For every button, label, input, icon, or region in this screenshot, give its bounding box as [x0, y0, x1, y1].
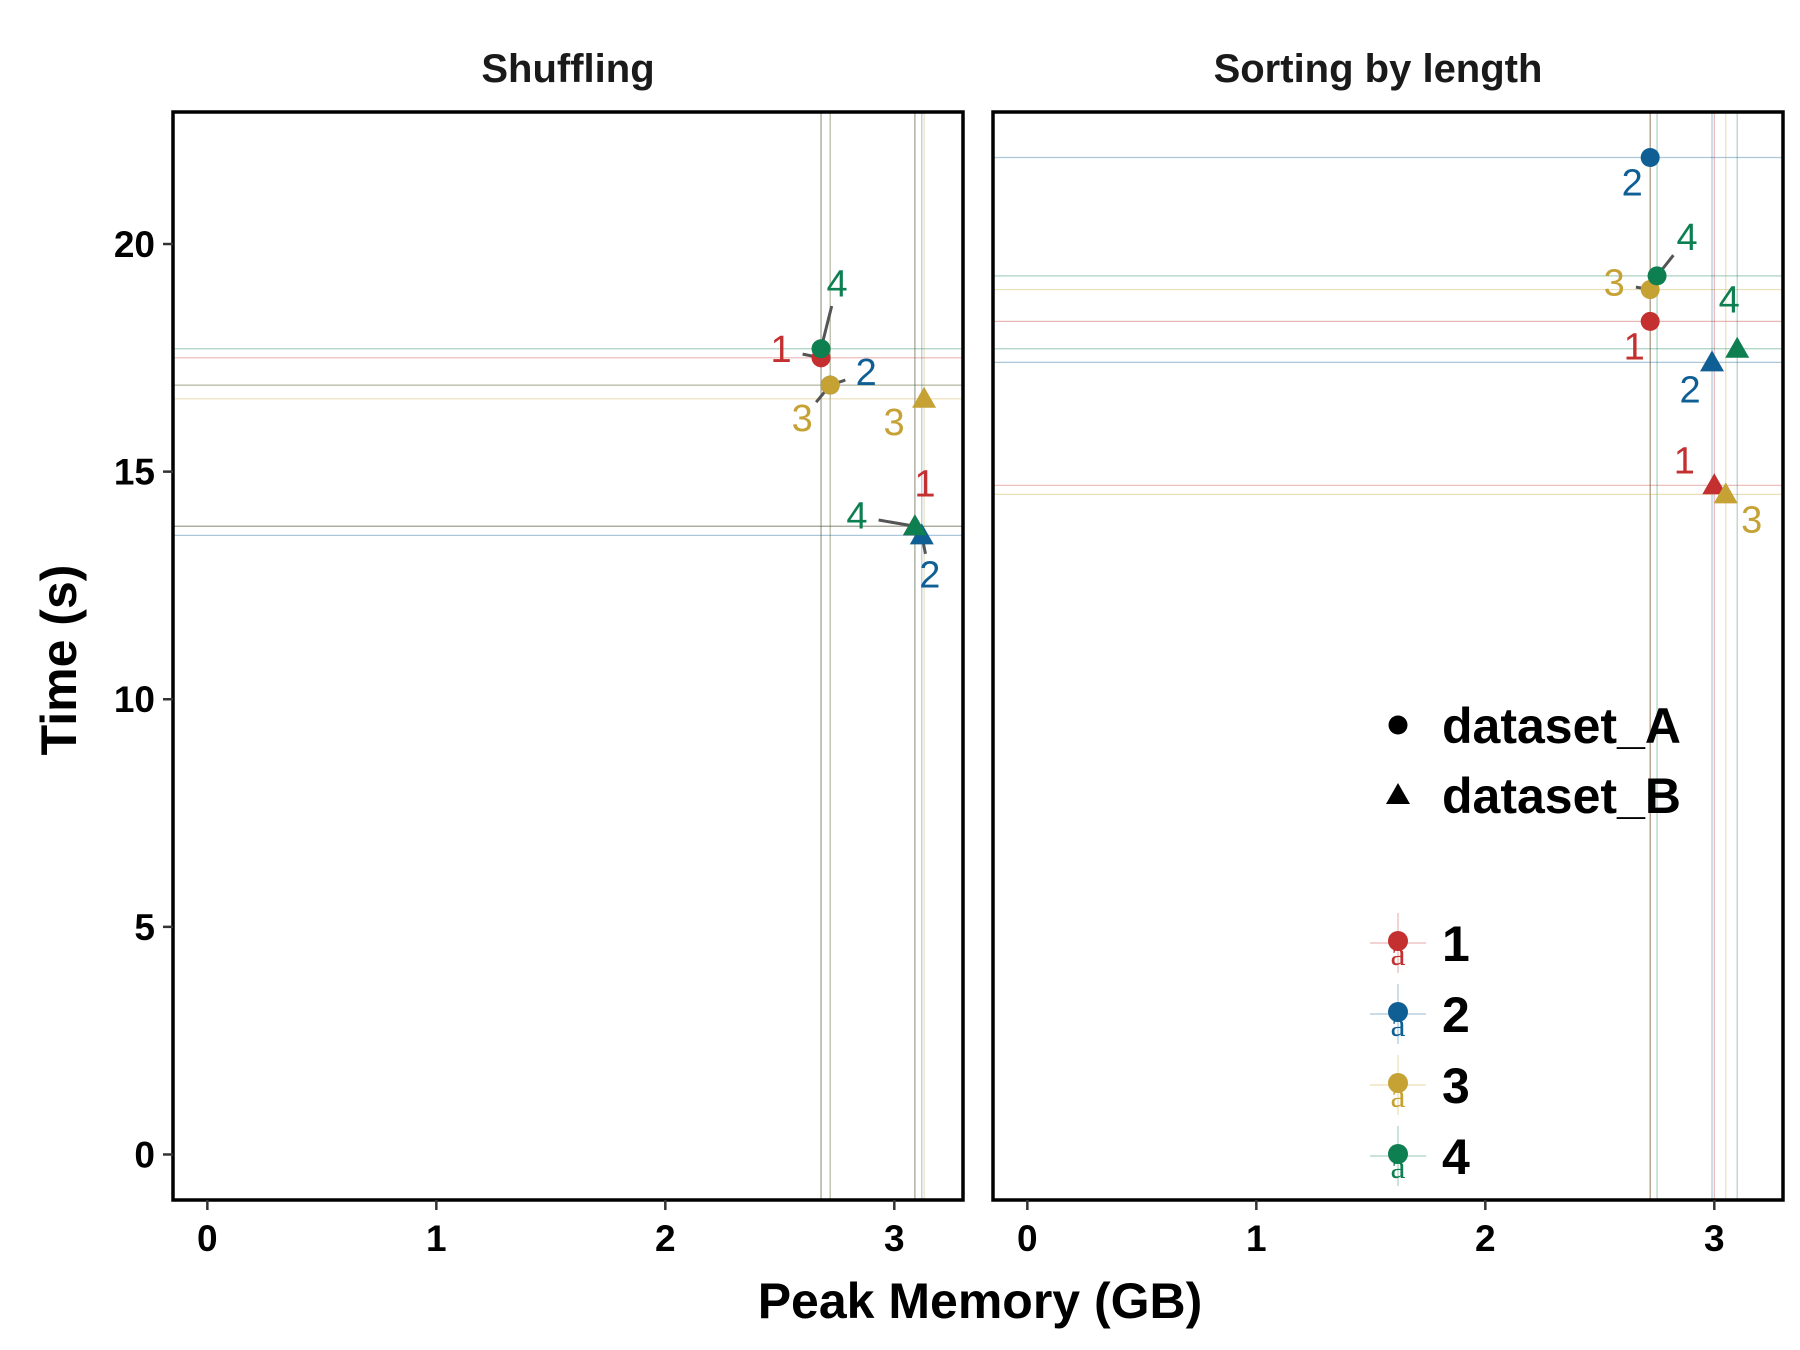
facet-title: Shuffling	[481, 47, 654, 91]
legend-triangle-icon	[1386, 783, 1410, 804]
point-triangle	[1702, 473, 1727, 495]
point-label: 3	[1741, 499, 1762, 541]
legend-key-glyph: a	[1390, 1007, 1405, 1044]
y-tick-label: 10	[114, 679, 155, 720]
legend-circle-icon	[1388, 715, 1408, 735]
legend-key-glyph: a	[1390, 936, 1405, 973]
legend-key-point	[1388, 931, 1408, 951]
point-label: 2	[856, 352, 877, 394]
panel-border	[991, 110, 1785, 1202]
x-tick-label: 1	[426, 1218, 447, 1259]
point-label: 1	[770, 329, 791, 371]
x-tick-label: 2	[655, 1218, 676, 1259]
point-label: 4	[1719, 280, 1740, 322]
point-triangle	[1725, 336, 1750, 358]
point-circle	[811, 339, 831, 359]
point-label: 3	[1604, 263, 1625, 305]
x-axis-title: Peak Memory (GB)	[758, 1273, 1203, 1329]
reference-lines	[173, 112, 963, 1200]
point-label: 1	[914, 463, 935, 505]
y-axis-title: Time (s)	[31, 565, 87, 756]
y-tick-label: 15	[114, 452, 155, 493]
point-label: 3	[792, 398, 813, 440]
point-circle	[1647, 266, 1667, 286]
point-label: 1	[1674, 440, 1695, 482]
point-circle	[1640, 311, 1660, 331]
legend-label: dataset_B	[1442, 768, 1681, 824]
y-tick-label: 20	[114, 224, 155, 265]
legend-label: dataset_A	[1442, 698, 1681, 754]
point-label: 1	[1624, 326, 1645, 368]
legend-label: 4	[1442, 1129, 1470, 1185]
panel-border	[171, 110, 965, 1202]
legend-item-dataset_A: dataset_A	[1388, 698, 1681, 754]
legend-key-point	[1388, 1073, 1408, 1093]
point-label: 4	[1676, 217, 1697, 259]
point-label: 2	[1679, 369, 1700, 411]
x-tick-label: 0	[197, 1218, 218, 1259]
facet-title: Sorting by length	[1214, 47, 1543, 91]
point-triangle	[1713, 482, 1738, 504]
x-tick-label: 3	[884, 1218, 905, 1259]
point-circle	[820, 375, 840, 395]
point-label: 4	[826, 264, 847, 306]
legend-item-dataset_B: dataset_B	[1386, 768, 1681, 824]
x-tick-label: 0	[1017, 1218, 1038, 1259]
point-label: 2	[1622, 163, 1643, 205]
legend-label: 1	[1442, 916, 1470, 972]
y-tick-label: 5	[134, 907, 155, 948]
legend-label: 3	[1442, 1058, 1470, 1114]
point-label: 3	[884, 402, 905, 444]
legend-key-point	[1388, 1144, 1408, 1164]
legend-key-glyph: a	[1390, 1149, 1405, 1186]
point-triangle	[902, 514, 927, 536]
point-circle	[1640, 148, 1660, 168]
x-tick-label: 1	[1246, 1218, 1267, 1259]
legend-label: 2	[1442, 987, 1470, 1043]
point-triangle	[912, 386, 937, 408]
point-label: 4	[846, 495, 867, 537]
legend-key-glyph: a	[1390, 1078, 1405, 1115]
y-tick-label: 0	[134, 1134, 155, 1175]
legend-key-point	[1388, 1002, 1408, 1022]
point-triangle	[1700, 350, 1725, 372]
x-tick-label: 3	[1704, 1218, 1725, 1259]
x-tick-label: 2	[1475, 1218, 1496, 1259]
point-label: 2	[919, 554, 940, 596]
